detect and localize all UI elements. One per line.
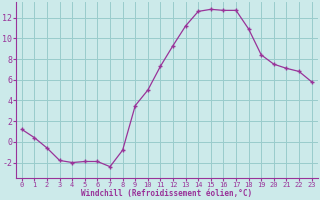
X-axis label: Windchill (Refroidissement éolien,°C): Windchill (Refroidissement éolien,°C) (81, 189, 252, 198)
